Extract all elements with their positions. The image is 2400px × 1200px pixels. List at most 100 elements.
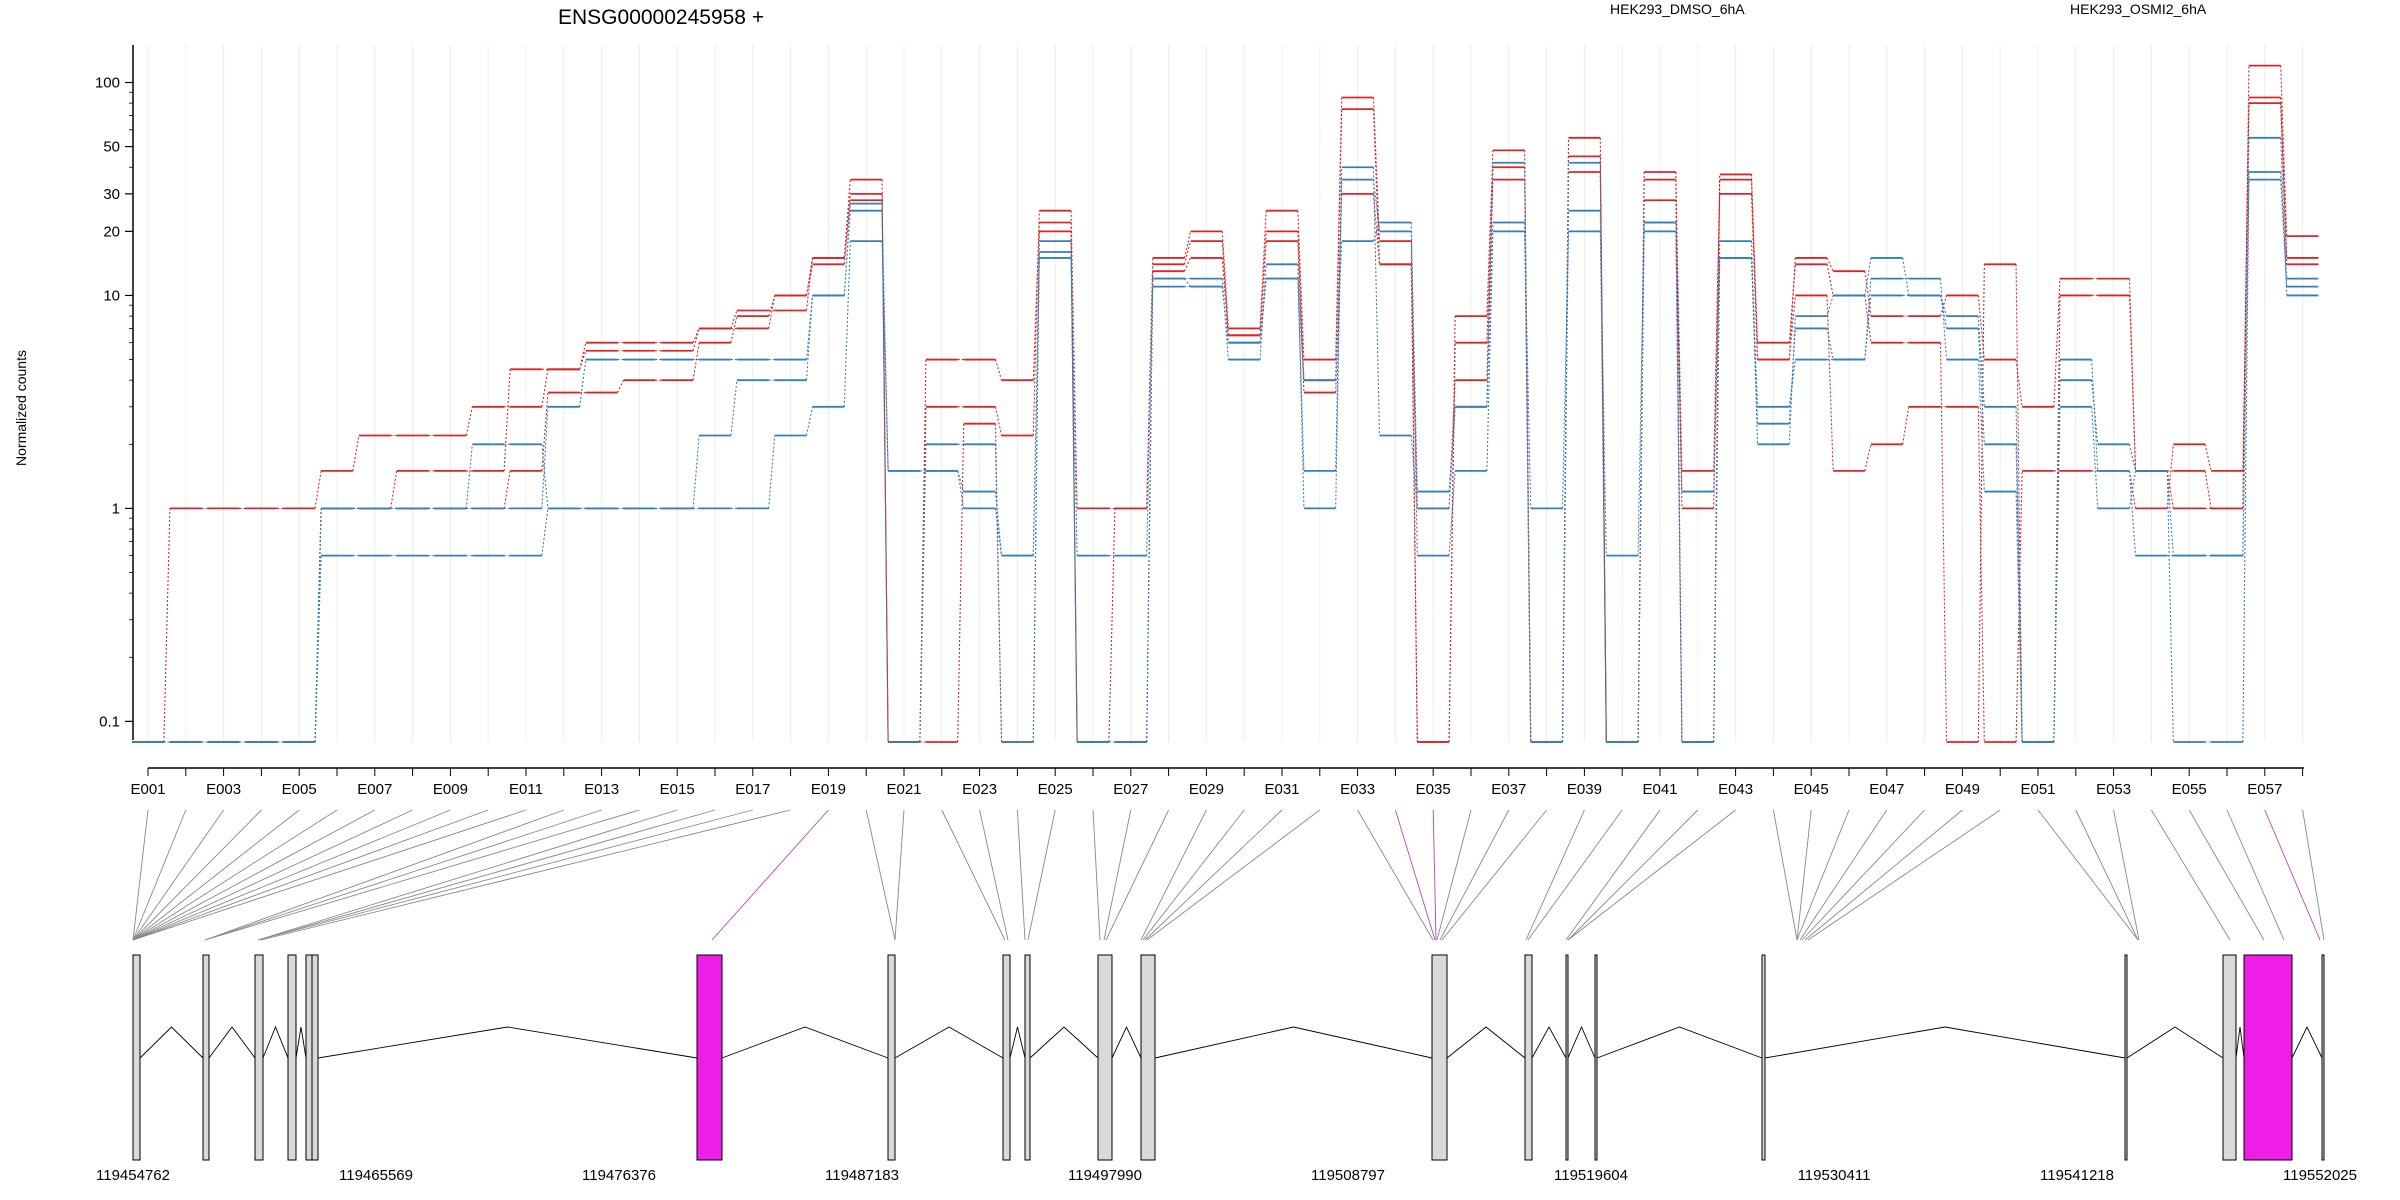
series-link (1259, 241, 1267, 336)
exon-tick-label: E007 (357, 781, 392, 798)
series-link (1788, 316, 1796, 445)
series-link (1146, 264, 1154, 509)
genomic-tick-label: 119465569 (339, 1167, 413, 1184)
series-link (1297, 210, 1305, 360)
intron (262, 1025, 289, 1059)
exon-connector (1027, 809, 1056, 941)
exon-box (1097, 954, 1113, 1161)
series-link (1561, 162, 1570, 743)
series-link (2053, 380, 2061, 743)
series-link (1372, 222, 1381, 242)
series-link (2166, 444, 2174, 509)
series-link (1637, 222, 1645, 556)
exon-tick-label: E055 (2172, 781, 2207, 798)
exon-connector (1432, 809, 1437, 941)
exon-connector (1142, 809, 1245, 941)
exon-connector (1357, 809, 1434, 941)
series-link (1864, 444, 1872, 472)
exon-connector (132, 809, 413, 941)
series-link (1977, 316, 1985, 407)
series-link (1335, 167, 1343, 471)
y-tick-label: 30 (103, 186, 120, 203)
series-link (692, 328, 700, 343)
series-link (1826, 295, 1834, 471)
series-link (579, 350, 587, 370)
series-link (2091, 380, 2099, 445)
series-link (1788, 257, 1796, 360)
series-link (805, 295, 814, 360)
series-link (1221, 286, 1229, 343)
exon-connector (204, 809, 564, 941)
series-link (1826, 264, 1834, 296)
chart-title: ENSG00000245958 + (558, 6, 764, 29)
series-link (1902, 406, 1910, 445)
series-link (1788, 295, 1796, 360)
y-tick-label: 10 (103, 287, 120, 304)
intron (2126, 1026, 2224, 1059)
exon-tick-label: E017 (735, 781, 770, 798)
intron (1567, 1025, 1596, 1059)
exon-connector (894, 809, 905, 941)
exon-connector (1144, 809, 1283, 941)
exon-tick-label: E033 (1340, 781, 1375, 798)
series-link (1486, 162, 1494, 407)
series-link (1221, 231, 1229, 329)
exon-connector (2226, 809, 2285, 941)
series-link (994, 508, 1003, 556)
exon-connector (1772, 809, 1798, 941)
series-link (352, 435, 360, 472)
exon-box (254, 954, 264, 1161)
series-link (465, 406, 473, 436)
series-link (2053, 295, 2061, 743)
exon-box (1431, 954, 1448, 1161)
series-link (692, 342, 700, 381)
exon-connector (2264, 809, 2321, 941)
series-link (1297, 241, 1305, 393)
series-link (768, 295, 776, 329)
exon-connector (260, 809, 791, 941)
exon-connector (1796, 809, 1850, 941)
series-link (805, 295, 814, 381)
exon-gridlines (147, 45, 2304, 742)
exon-connector (257, 809, 716, 941)
series-link (1713, 174, 1721, 743)
series-link (465, 444, 473, 509)
series-link (1713, 193, 1721, 509)
series-link (1221, 257, 1229, 336)
series-link (1599, 162, 1607, 743)
genomic-tick-label: 119552025 (2283, 1167, 2357, 1184)
series-link (1675, 200, 1683, 509)
series-link (1032, 251, 1040, 556)
series-link (1939, 342, 1948, 743)
exon-box (132, 954, 141, 1161)
exon-connector (1103, 809, 1132, 941)
series-link (1599, 137, 1607, 743)
series-link (163, 508, 171, 743)
series-link (579, 342, 587, 370)
series-link (2280, 103, 2288, 265)
intron (2291, 1025, 2323, 1059)
intron (1029, 1026, 1099, 1059)
y-tick-label: 20 (103, 223, 120, 240)
exon-tick-label: E047 (1869, 781, 1904, 798)
exon-box (1140, 954, 1156, 1161)
series-link (919, 444, 927, 743)
series-link (541, 406, 549, 509)
exon-box (1565, 954, 1569, 1161)
intron (894, 1026, 1004, 1059)
exon-box (202, 954, 210, 1161)
exon-connector (132, 809, 376, 941)
exon-connector (2188, 809, 2265, 941)
exon-connector (979, 809, 1009, 941)
exon-box (1002, 954, 1011, 1161)
exon-tick-label: E021 (886, 781, 921, 798)
series-link (2166, 470, 2174, 556)
exon-box (1761, 954, 1766, 1161)
series-link (1675, 222, 1683, 743)
axes (132, 45, 2304, 769)
series-link (1372, 167, 1381, 436)
exon-connector (941, 809, 1006, 941)
series-4 (132, 136, 2319, 743)
series-link (1788, 264, 1796, 343)
series-link (1750, 179, 1759, 343)
